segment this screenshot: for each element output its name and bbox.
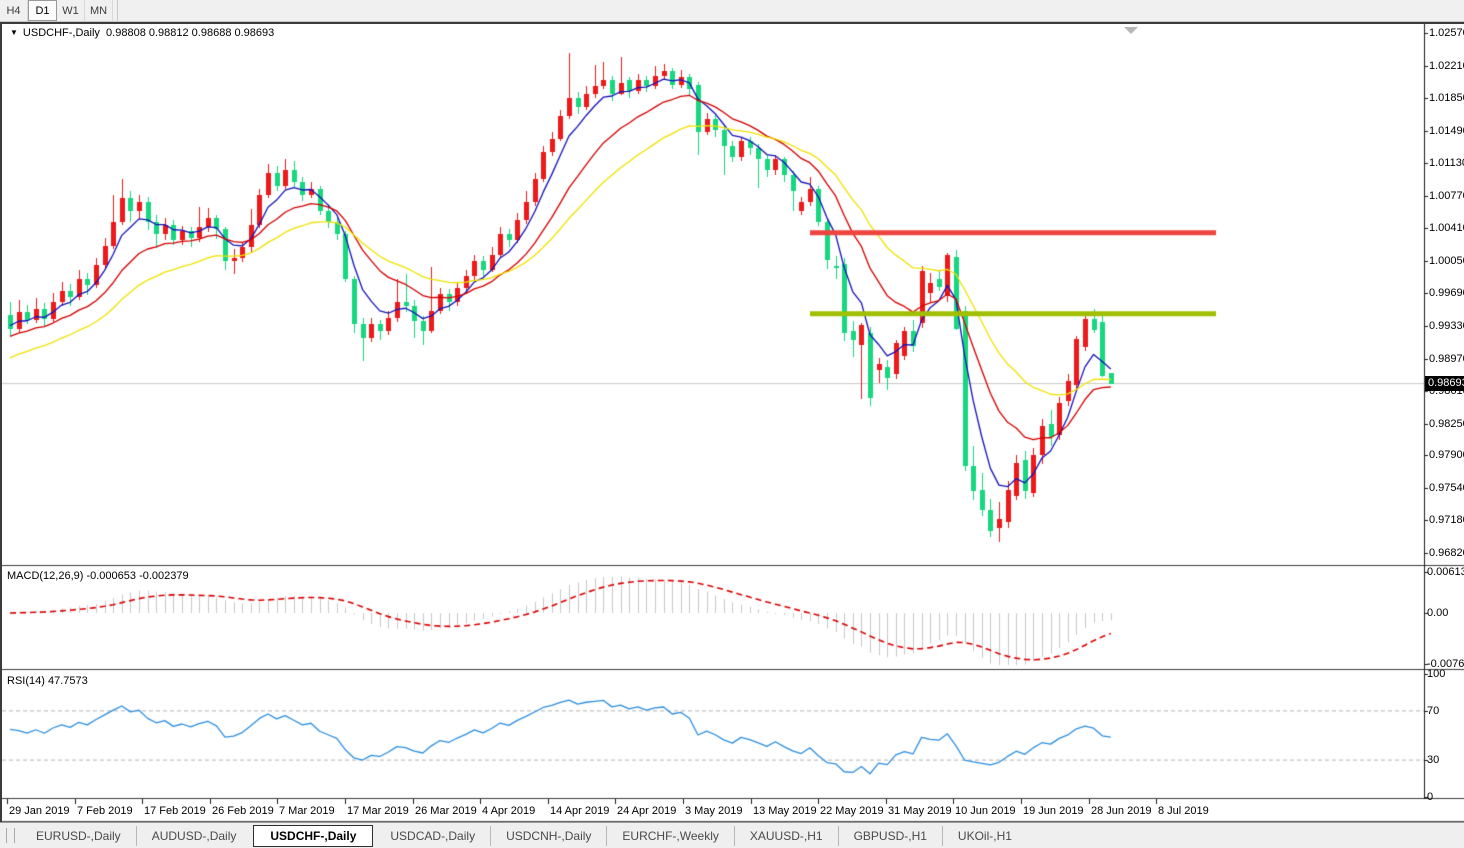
timeframe-button-w1[interactable]: W1 — [57, 0, 85, 21]
price-axis-label: 1.01850 — [1429, 92, 1464, 104]
chart-frame-border-left — [0, 22, 2, 822]
toolbar-separator — [117, 0, 118, 21]
pane-splitter-macd[interactable] — [0, 562, 1464, 567]
collapse-chart-icon[interactable]: ▼ — [10, 28, 18, 37]
price-axis-label: 1.02570 — [1429, 27, 1464, 39]
date-axis-label: 17 Feb 2019 — [144, 805, 206, 817]
macd-axis-label: -0.0076120 — [1427, 658, 1464, 670]
price-axis-label: 1.02210 — [1429, 60, 1464, 72]
chart-tab-usdchf-daily[interactable]: USDCHF-,Daily — [253, 824, 374, 847]
macd-axis-label: 0.00 — [1427, 607, 1449, 619]
rsi-axis-label: 100 — [1427, 668, 1446, 680]
chart-tab-gbpusd-h1[interactable]: GBPUSD-,H1 — [837, 825, 942, 846]
date-axis-label: 26 Mar 2019 — [415, 805, 477, 817]
chart-tab-xauusd-h1[interactable]: XAUUSD-,H1 — [733, 825, 838, 846]
date-axis-label: 7 Mar 2019 — [279, 805, 335, 817]
rsi-indicator-label: RSI(14) 47.7573 — [7, 675, 88, 687]
date-axis-label: 14 Apr 2019 — [550, 805, 610, 817]
pane-splitter-rsi[interactable] — [0, 666, 1464, 671]
timeframe-button-mn[interactable]: MN — [85, 0, 113, 21]
date-axis-label: 8 Jul 2019 — [1158, 805, 1209, 817]
date-axis-label: 22 May 2019 — [820, 805, 884, 817]
date-axis-label: 26 Feb 2019 — [212, 805, 274, 817]
price-axis-label: 1.00770 — [1429, 190, 1464, 202]
date-axis-label: 17 Mar 2019 — [347, 805, 409, 817]
chart-ohlc-values: 0.98808 0.98812 0.98688 0.98693 — [106, 27, 275, 39]
timeframe-toolbar: H4 D1 W1 MN — [0, 0, 1464, 22]
price-axis-label: 1.00410 — [1429, 222, 1464, 234]
chart-tab-usdcnh-daily[interactable]: USDCNH-,Daily — [490, 825, 606, 846]
chart-shift-marker-icon[interactable] — [1124, 27, 1138, 34]
chart-tab-ukoil-h1[interactable]: UKOil-,H1 — [941, 825, 1027, 846]
date-axis-label: 24 Apr 2019 — [617, 805, 677, 817]
timeframe-button-h4[interactable]: H4 — [0, 0, 28, 21]
rsi-axis-label: 0 — [1427, 791, 1434, 803]
timeframe-button-d1[interactable]: D1 — [28, 0, 57, 21]
date-axis-label: 13 May 2019 — [753, 805, 817, 817]
price-axis[interactable] — [1424, 23, 1464, 799]
chart-tab-eurchf-weekly[interactable]: EURCHF-,Weekly — [606, 825, 733, 846]
chart-tab-eurusd-daily[interactable]: EURUSD-,Daily — [36, 828, 121, 843]
rsi-axis-label: 70 — [1427, 705, 1440, 717]
rsi-axis-label: 30 — [1427, 754, 1440, 766]
macd-axis-label: 0.00613 — [1427, 566, 1464, 578]
macd-indicator-label: MACD(12,26,9) -0.000653 -0.002379 — [7, 570, 189, 582]
date-axis-label: 31 May 2019 — [888, 805, 952, 817]
chart-tab-usdcad-daily[interactable]: USDCAD-,Daily — [390, 828, 476, 843]
chart-tabbar: EURUSD-,Daily AUDUSD-,Daily USDCHF-,Daily U… — [0, 822, 1464, 848]
chart-symbol-label: USDCHF-,Daily — [22, 27, 100, 39]
date-axis-label: 29 Jan 2019 — [9, 805, 70, 817]
date-axis-label: 28 Jun 2019 — [1091, 805, 1152, 817]
date-axis-label: 10 Jun 2019 — [955, 805, 1016, 817]
chart-frame-border — [0, 22, 1464, 24]
date-axis-label: 7 Feb 2019 — [77, 805, 133, 817]
date-axis-label: 3 May 2019 — [685, 805, 743, 817]
price-axis-label: 1.01490 — [1429, 125, 1464, 137]
tabbar-grip[interactable] — [6, 828, 15, 843]
chart-title: ▼ USDCHF-,Daily 0.98808 0.98812 0.98688 0… — [10, 27, 274, 39]
date-axis-label: 19 Jun 2019 — [1023, 805, 1084, 817]
current-price-tag: 0.98693 — [1425, 376, 1464, 391]
price-axis-label: 1.01130 — [1429, 157, 1464, 169]
date-axis-label: 4 Apr 2019 — [482, 805, 536, 817]
chart-tab-audusd-daily[interactable]: AUDUSD-,Daily — [135, 825, 252, 846]
